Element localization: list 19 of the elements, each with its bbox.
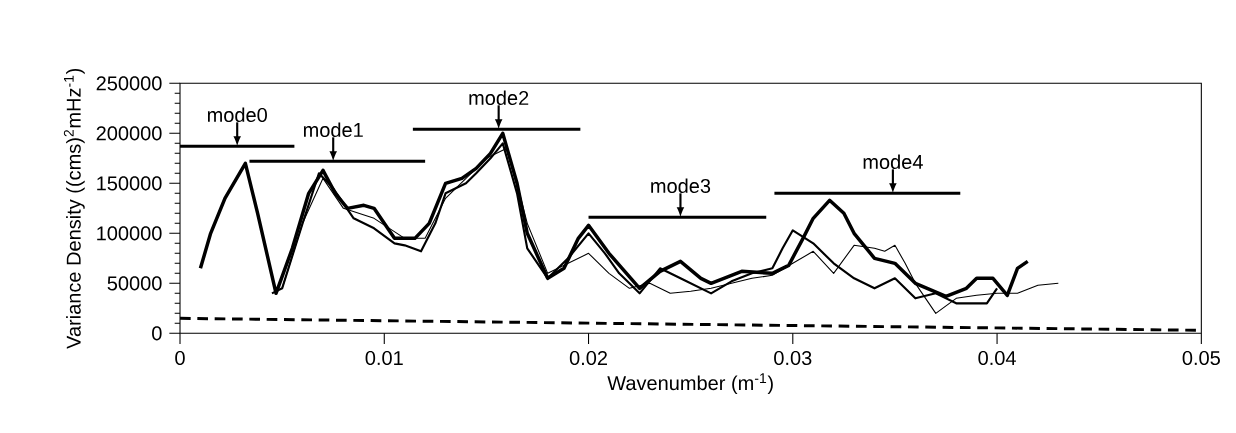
y-tick-label: 100000: [97, 226, 162, 241]
annotation: mode3: [651, 178, 711, 193]
x-axis-title: Wavenumber (m$^{-1}$): [607, 373, 773, 394]
x-tick-label: 0.04: [978, 350, 1016, 365]
x-tick-label: 0.02: [569, 350, 607, 365]
x-tick-label: 0.05: [1182, 350, 1220, 365]
annotation: mode0: [207, 107, 267, 122]
annotation: mode2: [469, 90, 529, 105]
annotation: mode1: [303, 122, 363, 137]
y-tick-label: 250000: [96, 76, 162, 91]
y-axis-title: Variance Density ((cms)$^{2}$mHz$^{-1}$): [63, 68, 85, 349]
x-tick-label: 0: [175, 350, 185, 365]
y-tick-label: 200000: [96, 126, 162, 141]
x-tick-label: 0.01: [365, 350, 403, 365]
y-tick-label: 0: [152, 326, 162, 341]
x-tick-label: 0.03: [774, 350, 812, 365]
annotation: mode4: [863, 154, 923, 169]
y-tick-label: 150000: [97, 176, 162, 191]
y-tick-label: 50000: [107, 276, 162, 291]
